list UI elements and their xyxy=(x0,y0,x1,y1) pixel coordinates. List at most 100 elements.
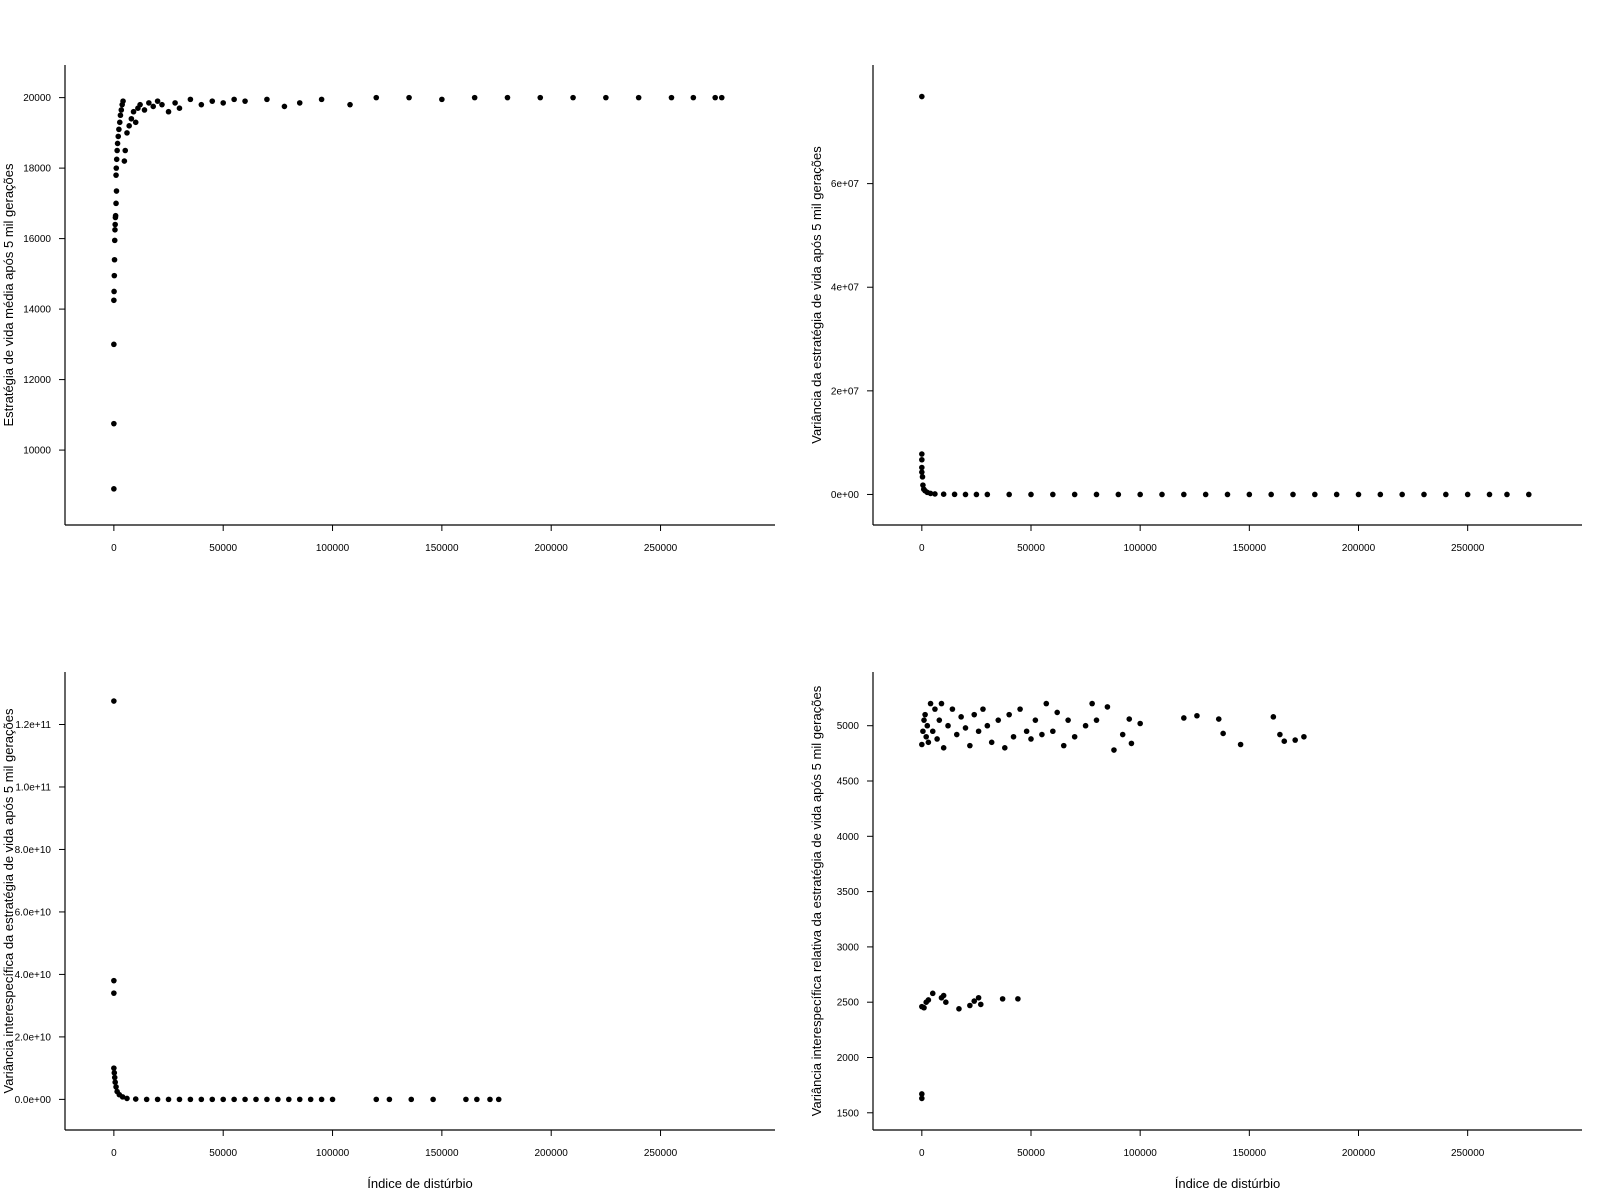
chart-2-data-point xyxy=(176,1096,183,1103)
chart-3-data-point xyxy=(1032,717,1039,723)
chart-3-y-tick-label: 3000 xyxy=(837,942,860,953)
chart-0-data-point xyxy=(718,94,725,101)
chart-panel-top-left: 0 50000 100000 150000 200000 250000 10000 12000… xyxy=(1,65,775,554)
chart-3-data-point xyxy=(925,997,932,1003)
chart-3-data-point xyxy=(995,717,1002,723)
chart-3-data-point xyxy=(980,706,986,712)
chart-0-data-point xyxy=(209,98,216,104)
chart-0-data-point xyxy=(122,147,129,154)
chart-1-data-point xyxy=(919,474,926,480)
chart-3-data-point xyxy=(1093,717,1100,723)
chart-3-data-point xyxy=(932,706,938,712)
chart-1-data-point xyxy=(1224,491,1231,498)
chart-0-data-point xyxy=(113,165,120,171)
chart-0-y-axis-title: Estratégia de vida média após 5 mil gera… xyxy=(1,163,16,427)
chart-0-data-point xyxy=(111,256,118,263)
chart-3-data-point xyxy=(1104,704,1111,710)
chart-2-data-point xyxy=(209,1096,216,1103)
chart-1-data-point xyxy=(919,451,925,457)
chart-0-data-point xyxy=(111,237,118,244)
chart-0-data-point xyxy=(130,108,137,115)
chart-3-data-point xyxy=(1281,738,1288,744)
chart-3-data-point xyxy=(949,706,956,712)
chart-3-data-point xyxy=(999,996,1006,1002)
chart-3-x-tick-label: 250000 xyxy=(1451,1148,1485,1159)
chart-0-data-point xyxy=(117,112,124,119)
chart-3-data-point xyxy=(923,733,929,740)
chart-1-x-tick-label: 200000 xyxy=(1342,543,1376,554)
chart-0-data-point xyxy=(668,94,675,101)
chart-1-y-tick-label: 0e+00 xyxy=(831,490,860,501)
chart-0-data-point xyxy=(712,94,718,101)
chart-3-data-point xyxy=(971,998,978,1004)
chart-3-data-point xyxy=(921,1004,927,1011)
chart-0-data-point xyxy=(116,126,122,133)
chart-0-data-point xyxy=(318,96,325,103)
chart-2-data-point xyxy=(373,1096,380,1103)
chart-2-x-tick-label: 250000 xyxy=(644,1148,678,1159)
chart-1-data-point xyxy=(1504,491,1510,498)
chart-3-data-point xyxy=(1043,700,1050,707)
chart-1-data-point xyxy=(1093,491,1100,498)
chart-2-y-tick-label: 1.2e+11 xyxy=(15,720,51,731)
chart-2-data-point xyxy=(275,1096,281,1103)
chart-0-y-tick-label: 14000 xyxy=(23,305,51,316)
chart-1-data-point xyxy=(1526,491,1532,498)
chart-1-data-point xyxy=(919,456,925,463)
chart-0-data-point xyxy=(242,98,248,104)
chart-0-data-point xyxy=(187,96,194,103)
chart-0-data-point xyxy=(118,107,125,113)
chart-3-data-point xyxy=(921,717,927,723)
chart-3-data-point xyxy=(1292,737,1298,743)
chart-3-x-tick-label: 0 xyxy=(919,1148,925,1159)
chart-2-data-point xyxy=(318,1096,325,1103)
chart-3-data-point xyxy=(936,717,943,723)
chart-2-data-point xyxy=(154,1096,161,1103)
chart-3-data-point xyxy=(922,711,928,718)
chart-1-data-point xyxy=(984,491,991,498)
chart-3-data-point xyxy=(1017,706,1023,712)
chart-2-x-tick-label: 0 xyxy=(111,1148,117,1159)
chart-0-data-point xyxy=(220,100,226,106)
chart-1-data-point xyxy=(1333,491,1340,498)
chart-3-data-point xyxy=(943,999,949,1005)
chart-1-data-point xyxy=(1137,491,1143,498)
chart-0-data-point xyxy=(113,188,120,194)
chart-3-data-point xyxy=(920,728,926,735)
chart-1-data-point xyxy=(1202,491,1209,498)
chart-3-data-point xyxy=(938,700,945,707)
chart-3-x-tick-label: 200000 xyxy=(1342,1148,1376,1159)
chart-1-data-point xyxy=(1312,491,1318,498)
chart-0-y-tick-label: 16000 xyxy=(23,234,51,245)
chart-2-data-point xyxy=(408,1096,415,1103)
chart-0-data-point xyxy=(114,147,120,154)
chart-0-data-point xyxy=(439,96,445,103)
chart-3-data-point xyxy=(1023,728,1030,735)
chart-2-data-point xyxy=(307,1096,314,1103)
chart-2-data-point xyxy=(165,1096,172,1103)
chart-1-data-point xyxy=(1246,491,1253,498)
chart-1-x-tick-label: 150000 xyxy=(1233,543,1267,554)
chart-3-data-point xyxy=(1301,733,1307,740)
chart-3-data-point xyxy=(958,714,964,720)
chart-2-data-point xyxy=(111,698,117,704)
chart-3-data-point xyxy=(945,722,951,729)
chart-2-x-tick-label: 200000 xyxy=(535,1148,569,1159)
chart-2-data-point xyxy=(495,1096,502,1103)
chart-3-data-point xyxy=(1010,733,1017,740)
chart-0-data-point xyxy=(165,108,172,115)
chart-3-data-point xyxy=(1128,740,1135,747)
chart-0-data-point xyxy=(114,140,121,147)
chart-3-data-point xyxy=(925,739,932,746)
chart-1-data-point xyxy=(932,491,938,497)
chart-2-data-point xyxy=(198,1096,205,1103)
chart-0-data-point xyxy=(154,98,161,104)
chart-3-data-point xyxy=(1071,733,1078,740)
chart-0-data-point xyxy=(172,100,178,106)
chart-3-data-point xyxy=(967,1002,973,1009)
chart-3-data-point xyxy=(956,1006,962,1012)
chart-2-data-point xyxy=(463,1096,469,1103)
chart-0-data-point xyxy=(281,103,288,110)
chart-3-data-point xyxy=(975,728,982,735)
chart-0-y-tick-label: 10000 xyxy=(23,446,51,457)
